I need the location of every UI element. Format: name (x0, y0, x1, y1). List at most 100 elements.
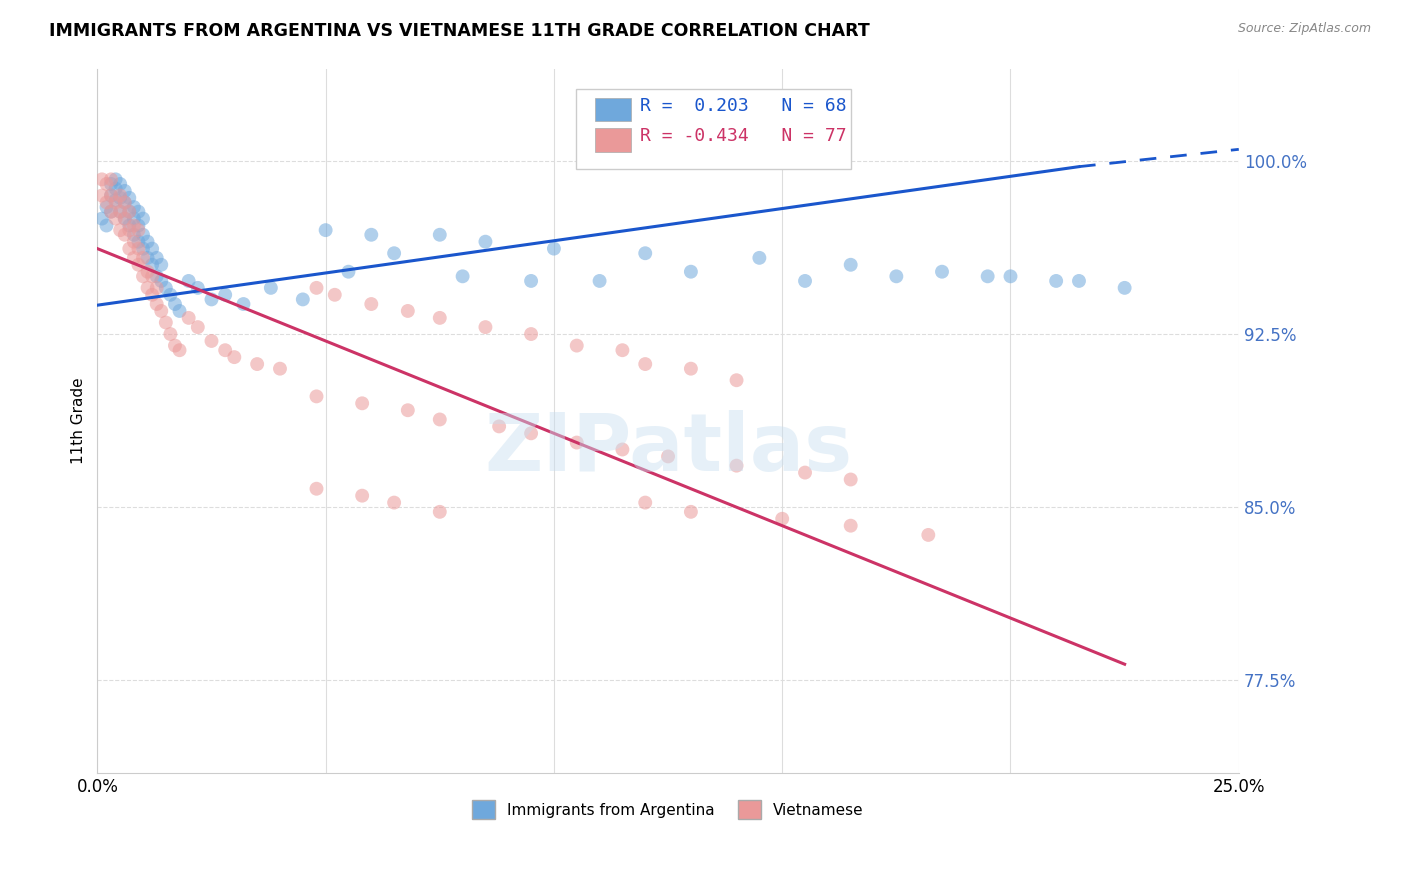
Point (520, 426, 543, 441)
Point (886, 269, 908, 284)
Point (104, 181, 127, 195)
Point (679, 505, 702, 519)
Point (141, 269, 163, 284)
Point (305, 389, 328, 403)
Point (150, 274, 173, 288)
Point (429, 310, 451, 325)
Point (1045, 274, 1067, 288)
Point (246, 357, 269, 371)
Point (612, 442, 634, 457)
Point (214, 343, 236, 358)
Point (104, 172, 127, 186)
Point (305, 482, 328, 496)
Point (108, 204, 131, 219)
Text: Source: ZipAtlas.com: Source: ZipAtlas.com (1237, 22, 1371, 36)
Point (169, 343, 191, 358)
Point (177, 310, 200, 325)
Point (612, 343, 634, 358)
Point (100, 172, 122, 186)
Point (127, 223, 149, 237)
Point (136, 235, 159, 249)
Point (976, 269, 998, 284)
Point (100, 177, 122, 191)
Point (114, 195, 136, 210)
Point (520, 326, 543, 341)
Point (118, 204, 141, 219)
Text: R = -0.434   N = 77: R = -0.434 N = 77 (640, 128, 846, 145)
Point (488, 419, 510, 434)
Point (725, 373, 748, 387)
Point (260, 281, 283, 295)
Point (169, 304, 191, 318)
Point (145, 297, 167, 311)
Point (96, 219, 118, 233)
Point (214, 287, 236, 301)
Point (108, 188, 131, 202)
Text: R =  0.203   N = 68: R = 0.203 N = 68 (640, 97, 846, 115)
Point (323, 287, 346, 301)
Point (794, 274, 817, 288)
Point (565, 435, 588, 450)
Point (396, 304, 419, 318)
Point (337, 265, 360, 279)
Point (108, 177, 131, 191)
Point (224, 350, 246, 364)
Point (748, 251, 770, 265)
Point (104, 195, 127, 210)
Point (360, 297, 382, 311)
Point (108, 223, 131, 237)
Point (96, 200, 118, 214)
Point (104, 193, 127, 207)
Point (100, 204, 122, 219)
Point (177, 274, 200, 288)
Point (96, 177, 118, 191)
Point (132, 269, 155, 284)
Point (155, 316, 177, 330)
Point (1114, 281, 1136, 295)
Point (100, 188, 122, 202)
Point (104, 211, 127, 226)
Point (634, 246, 657, 260)
Point (114, 211, 136, 226)
Point (127, 258, 149, 272)
Point (150, 258, 173, 272)
Point (136, 251, 159, 265)
Point (100, 204, 122, 219)
Point (96, 195, 118, 210)
Point (451, 269, 474, 284)
Point (269, 361, 291, 376)
Point (132, 227, 155, 242)
Point (122, 219, 145, 233)
Point (931, 265, 953, 279)
Point (200, 293, 222, 307)
Point (725, 458, 748, 473)
Point (127, 242, 149, 256)
Point (132, 211, 155, 226)
Point (396, 403, 419, 417)
Point (520, 274, 543, 288)
Point (474, 320, 496, 334)
Point (122, 251, 145, 265)
Point (187, 320, 209, 334)
Point (114, 184, 136, 198)
Point (429, 227, 451, 242)
Point (1000, 269, 1022, 284)
Y-axis label: 11th Grade: 11th Grade (72, 377, 86, 464)
Point (108, 204, 131, 219)
Point (145, 269, 167, 284)
Point (132, 242, 155, 256)
Point (122, 211, 145, 226)
Point (118, 191, 141, 205)
Point (917, 528, 939, 542)
Point (155, 281, 177, 295)
Point (136, 265, 159, 279)
Point (100, 188, 122, 202)
Point (114, 195, 136, 210)
Point (141, 287, 163, 301)
Point (122, 235, 145, 249)
Legend: Immigrants from Argentina, Vietnamese: Immigrants from Argentina, Vietnamese (467, 794, 870, 825)
Point (118, 219, 141, 233)
Point (122, 200, 145, 214)
Point (657, 450, 679, 464)
Point (114, 227, 136, 242)
